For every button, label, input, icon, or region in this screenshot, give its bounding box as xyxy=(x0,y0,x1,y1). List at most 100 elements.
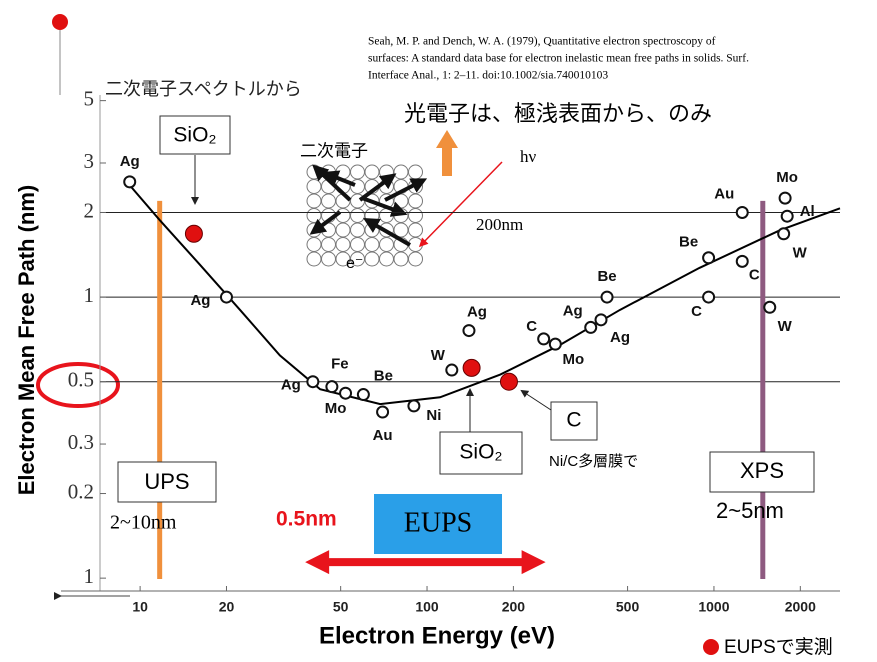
point-label: Ni xyxy=(426,407,441,424)
data-point xyxy=(446,365,457,376)
atom xyxy=(380,238,394,252)
y-tick-label: 0.3 xyxy=(68,430,94,454)
data-point xyxy=(124,176,135,187)
atom xyxy=(394,165,408,179)
eups-point xyxy=(463,359,480,376)
data-point xyxy=(408,400,419,411)
arrow xyxy=(522,391,551,410)
data-point xyxy=(463,325,474,336)
atom xyxy=(380,252,394,266)
note: EUPS xyxy=(404,507,472,538)
citation: Interface Anal., 1: 2–11. doi:10.1002/si… xyxy=(368,70,608,82)
atom xyxy=(351,165,365,179)
point-label: Ag xyxy=(467,304,487,321)
atom xyxy=(307,180,321,194)
point-label: Ag xyxy=(281,377,301,394)
note: 200nm xyxy=(476,215,523,234)
y-tick-label: 1 xyxy=(84,564,95,588)
note: 2~5nm xyxy=(716,498,784,523)
data-point xyxy=(358,389,369,400)
x-tick-label: 1000 xyxy=(698,599,729,615)
note: 二次電子スペクトルから xyxy=(105,79,302,99)
x-tick-label: 50 xyxy=(333,599,349,615)
atom xyxy=(365,238,379,252)
x-tick-label: 20 xyxy=(219,599,235,615)
legend-marker xyxy=(703,639,719,655)
legend-label: EUPSで実測 xyxy=(724,636,833,658)
atom xyxy=(351,180,365,194)
point-label: Ag xyxy=(190,292,210,309)
citation: surfaces: A standard data base for elect… xyxy=(368,53,749,65)
y-tick-label: 5 xyxy=(84,86,95,110)
data-point xyxy=(737,207,748,218)
note: 2~10nm xyxy=(110,512,177,534)
x-axis-title: Electron Energy (eV) xyxy=(319,622,555,649)
x-tick-label: 200 xyxy=(502,599,526,615)
note: e⁻ xyxy=(346,255,363,272)
y-tick-label: 3 xyxy=(84,149,95,173)
atom xyxy=(365,209,379,223)
data-point xyxy=(780,193,791,204)
note: SiO₂ xyxy=(459,441,502,464)
point-label: C xyxy=(691,303,702,320)
atom xyxy=(365,165,379,179)
note: UPS xyxy=(144,469,189,494)
data-point xyxy=(377,407,388,418)
up-arrow xyxy=(436,130,458,176)
point-label: Ag xyxy=(563,302,583,319)
eups-point xyxy=(185,225,202,242)
note: hν xyxy=(520,147,537,166)
data-point xyxy=(596,314,607,325)
note: XPS xyxy=(740,458,784,483)
atom xyxy=(365,252,379,266)
data-point xyxy=(737,256,748,267)
atom xyxy=(307,252,321,266)
data-point xyxy=(538,333,549,344)
atom xyxy=(336,238,350,252)
note: SiO₂ xyxy=(173,124,216,147)
point-label: W xyxy=(778,318,793,335)
point-label: Fe xyxy=(331,356,349,373)
y-tick-label: 0.5 xyxy=(68,368,94,392)
y-axis-title: Electron Mean Free Path (nm) xyxy=(14,185,39,496)
atom xyxy=(336,223,350,237)
x-tick-label: 2000 xyxy=(785,599,816,615)
slide: 53210.50.30.2110205010020050010002000Ele… xyxy=(0,0,877,662)
point-label: Au xyxy=(373,427,393,444)
data-point xyxy=(703,292,714,303)
atom xyxy=(409,223,423,237)
point-label: Mo xyxy=(562,351,584,368)
data-point xyxy=(550,339,561,350)
eups-point xyxy=(500,373,517,390)
point-label: W xyxy=(431,347,446,364)
atom xyxy=(322,194,336,208)
y-tick-label: 0.2 xyxy=(68,479,94,503)
data-point xyxy=(221,292,232,303)
point-label: C xyxy=(526,318,537,335)
data-point xyxy=(326,381,337,392)
y-tick-label: 1 xyxy=(84,283,95,307)
atom xyxy=(409,252,423,266)
point-label: Be xyxy=(679,234,698,251)
x-tick-label: 500 xyxy=(616,599,640,615)
atom xyxy=(409,238,423,252)
x-tick-label: 10 xyxy=(132,599,148,615)
y-tick-label: 2 xyxy=(84,198,95,222)
atom xyxy=(307,194,321,208)
note: 光電子は、極浅表面から、のみ xyxy=(404,101,712,126)
data-point xyxy=(778,228,789,239)
note: C xyxy=(566,409,581,432)
point-label: Be xyxy=(374,368,393,385)
data-point xyxy=(340,388,351,399)
data-point xyxy=(703,252,714,263)
point-label: W xyxy=(793,245,808,262)
point-label: C xyxy=(749,266,760,283)
atom xyxy=(351,209,365,223)
point-label: Mo xyxy=(776,169,798,186)
atom xyxy=(409,209,423,223)
point-label: Au xyxy=(714,185,734,202)
atom xyxy=(380,165,394,179)
atom xyxy=(322,252,336,266)
data-point xyxy=(307,376,318,387)
